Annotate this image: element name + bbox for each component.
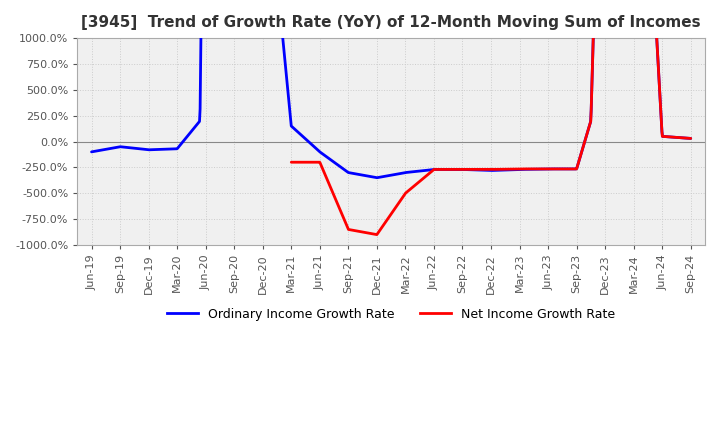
Legend: Ordinary Income Growth Rate, Net Income Growth Rate: Ordinary Income Growth Rate, Net Income … — [162, 303, 620, 326]
Title: [3945]  Trend of Growth Rate (YoY) of 12-Month Moving Sum of Incomes: [3945] Trend of Growth Rate (YoY) of 12-… — [81, 15, 701, 30]
